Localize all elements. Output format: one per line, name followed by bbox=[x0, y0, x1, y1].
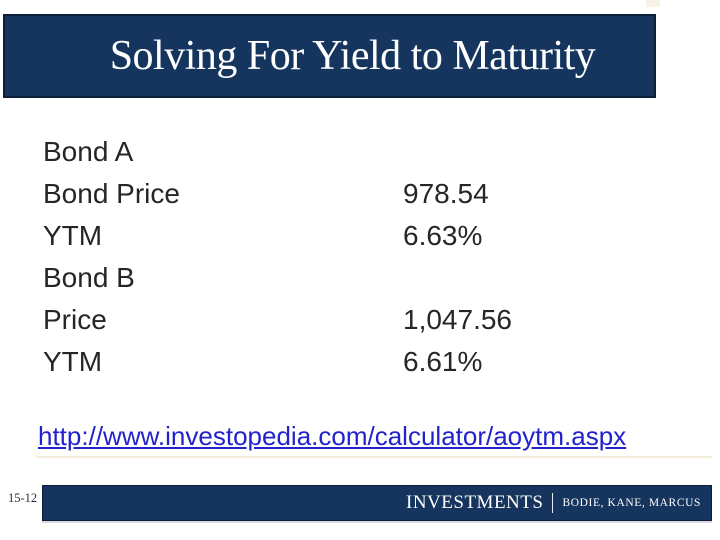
title-banner: Solving For Yield to Maturity bbox=[3, 14, 656, 98]
brand-authors-separator bbox=[552, 493, 554, 513]
row-value bbox=[403, 131, 683, 173]
authors-label: BODIE, KANE, MARCUS bbox=[562, 497, 701, 509]
row-value: 6.61% bbox=[403, 346, 483, 377]
row-label: Bond B bbox=[43, 262, 135, 293]
table-row: Price 1,047.56 bbox=[43, 299, 683, 341]
row-value: 6.63% bbox=[403, 220, 483, 251]
table-row: Bond A bbox=[43, 131, 683, 173]
investopedia-link[interactable]: http://www.investopedia.com/calculator/a… bbox=[38, 421, 627, 451]
table-row: YTM 6.63% bbox=[43, 215, 683, 257]
row-value bbox=[403, 257, 683, 299]
corner-accent-mark bbox=[646, 0, 660, 7]
page-number-label: 15-12 bbox=[8, 491, 38, 505]
row-label: YTM bbox=[43, 346, 103, 377]
row-label: YTM bbox=[43, 220, 103, 251]
footer-bar: INVESTMENTS BODIE, KANE, MARCUS bbox=[42, 485, 712, 521]
gold-accent-line bbox=[36, 456, 712, 458]
row-label: Bond Price bbox=[43, 178, 180, 209]
bond-data-table: Bond A Bond Price 978.54 YTM 6.63% Bond … bbox=[43, 131, 683, 383]
table-row: Bond B bbox=[43, 257, 683, 299]
row-value: 1,047.56 bbox=[403, 304, 512, 335]
table-row: Bond Price 978.54 bbox=[43, 173, 683, 215]
row-label: Price bbox=[43, 304, 107, 335]
row-label: Bond A bbox=[43, 136, 134, 167]
row-value: 978.54 bbox=[403, 178, 489, 209]
slide-title: Solving For Yield to Maturity bbox=[109, 33, 596, 79]
link-line: http://www.investopedia.com/calculator/a… bbox=[38, 420, 626, 452]
table-row: YTM 6.61% bbox=[43, 341, 683, 383]
brand-label: INVESTMENTS bbox=[406, 492, 544, 513]
